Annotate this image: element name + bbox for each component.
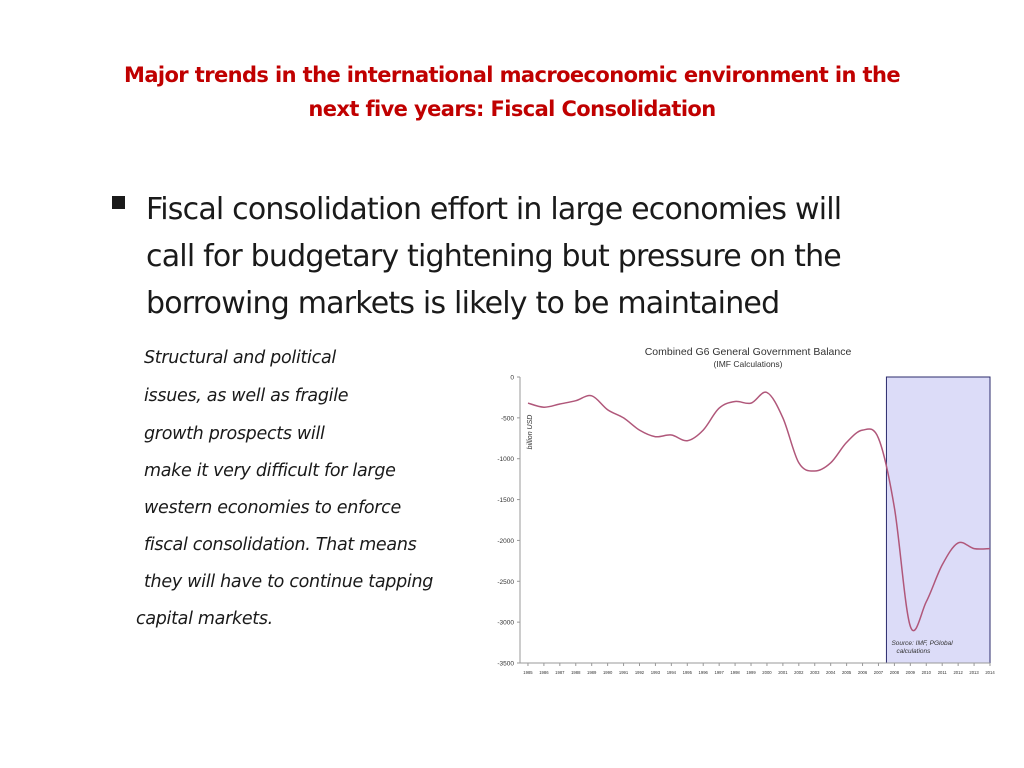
- source-annotation: Source: IMF, PGlobal calculations: [891, 640, 953, 655]
- body-line: capital markets.: [136, 609, 273, 629]
- x-tick-label: 2003: [810, 670, 820, 675]
- x-tick-label: 1986: [539, 670, 549, 675]
- slide-title: Major trends in the international macroe…: [40, 58, 984, 126]
- x-tick-label: 1991: [619, 670, 629, 675]
- bullet-line-3: borrowing markets is likely to be mainta…: [146, 286, 780, 321]
- x-tick-label: 2005: [842, 670, 852, 675]
- y-axis-label: billion USD: [527, 415, 534, 450]
- y-tick-label: -3000: [497, 620, 514, 627]
- x-tick-label: 2011: [938, 670, 948, 675]
- x-tick-label: 2014: [985, 670, 995, 675]
- x-tick-label: 2010: [922, 670, 932, 675]
- x-tick-label: 1988: [571, 670, 581, 675]
- body-line: issues, as well as fragile: [144, 386, 349, 406]
- x-tick-label: 2012: [953, 670, 963, 675]
- x-tick-label: 1998: [730, 670, 740, 675]
- body-line: western economies to enforce: [144, 498, 401, 518]
- x-tick-label: 1990: [603, 670, 613, 675]
- body-line: make it very difficult for large: [144, 461, 396, 481]
- x-tick-label: 2009: [906, 670, 916, 675]
- chart-subtitle: (IMF Calculations): [714, 359, 783, 369]
- body-line: fiscal consolidation. That means: [144, 535, 417, 555]
- chart-title: Combined G6 General Government Balance: [645, 346, 852, 358]
- x-tick-label: 1999: [746, 670, 756, 675]
- y-tick-label: -2500: [497, 579, 514, 586]
- x-tick-label: 1992: [635, 670, 645, 675]
- y-tick-label: -1000: [497, 456, 514, 463]
- square-bullet-icon: [112, 196, 125, 209]
- axis-layer: 0 -500 -1000 -1500 -2000 -2500 -3000 -3500 1985 1…: [497, 375, 995, 676]
- body-line: growth prospects will: [144, 424, 325, 444]
- x-tick-label: 2004: [826, 670, 836, 675]
- x-tick-label: 1997: [714, 670, 724, 675]
- bullet-line-1: Fiscal consolidation effort in large eco…: [146, 192, 842, 227]
- x-tick-label: 1987: [555, 670, 565, 675]
- y-tick-label: -1500: [497, 497, 514, 504]
- x-tick-label: 2002: [794, 670, 804, 675]
- body-line: Structural and political: [144, 348, 336, 368]
- source-annotation-line-1: Source: IMF, PGlobal: [891, 640, 953, 647]
- body-line: they will have to continue tapping: [144, 572, 434, 592]
- x-tick-label: 1993: [651, 670, 661, 675]
- y-tick-label: -3500: [497, 661, 514, 668]
- x-tick-label: 1994: [667, 670, 677, 675]
- x-tick-label: 2013: [969, 670, 979, 675]
- balance-line-chart: Combined G6 General Government Balance (…: [497, 346, 995, 676]
- y-tick-label: 0: [510, 375, 514, 382]
- x-tick-label: 2006: [858, 670, 868, 675]
- source-annotation-line-2: calculations: [896, 648, 931, 655]
- x-tick-label: 2007: [874, 670, 884, 675]
- x-tick-label: 2008: [890, 670, 900, 675]
- y-tick-label: -2000: [497, 538, 514, 545]
- y-tick-label: -500: [501, 415, 514, 422]
- main-bullet: Fiscal consolidation effort in large eco…: [112, 186, 952, 327]
- x-tick-label: 1995: [683, 670, 693, 675]
- forecast-shading: [885, 376, 991, 664]
- title-line-2: next five years: Fiscal Consolidation: [308, 97, 716, 121]
- x-tick-label: 1989: [587, 670, 597, 675]
- x-tick-label: 2000: [762, 670, 772, 675]
- x-tick-label: 2001: [778, 670, 788, 675]
- x-tick-label: 1985: [523, 670, 533, 675]
- series-line: [527, 391, 991, 632]
- title-line-1: Major trends in the international macroe…: [124, 63, 901, 87]
- bullet-line-2: call for budgetary tightening but pressu…: [146, 239, 842, 274]
- x-tick-label: 1996: [699, 670, 709, 675]
